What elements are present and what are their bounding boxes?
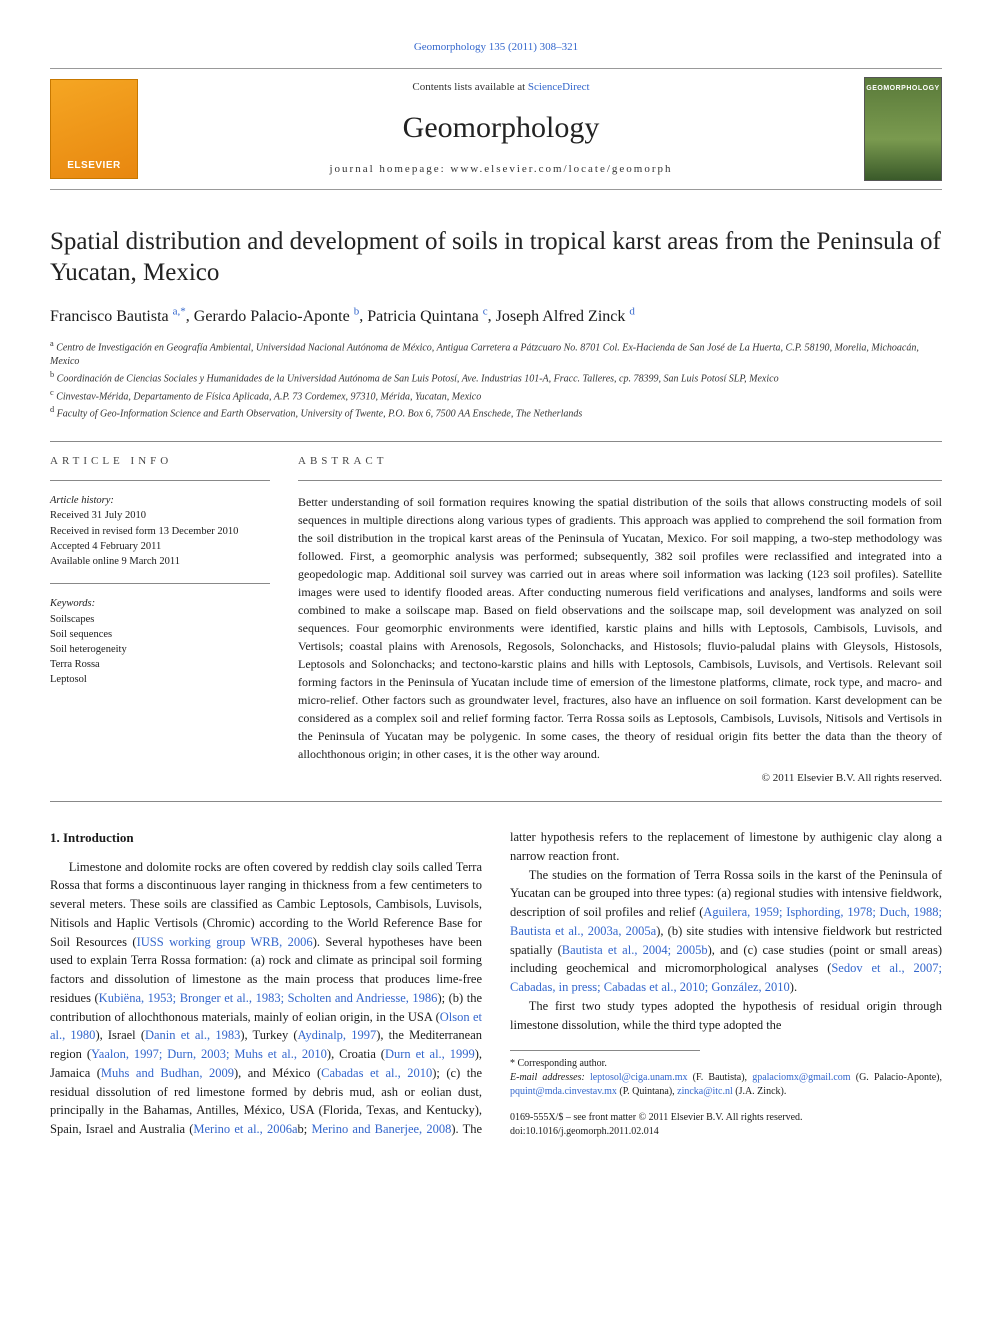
reference-link[interactable]: Cabadas et al., 2010 bbox=[321, 1066, 432, 1080]
keyword: Terra Rossa bbox=[50, 657, 270, 672]
author: Gerardo Palacio-Aponte b bbox=[194, 308, 359, 325]
intro-paragraph-3: The first two study types adopted the hy… bbox=[510, 997, 942, 1035]
affiliation: a Centro de Investigación en Geografía A… bbox=[50, 338, 942, 369]
footnotes: * Corresponding author. E-mail addresses… bbox=[510, 1057, 942, 1099]
section-heading-intro: 1. Introduction bbox=[50, 828, 482, 848]
keyword: Soilscapes bbox=[50, 612, 270, 627]
reference-link[interactable]: Yaalon, 1997; Durn, 2003; Muhs et al., 2… bbox=[91, 1047, 327, 1061]
history-line: Accepted 4 February 2011 bbox=[50, 539, 270, 554]
authors-line: Francisco Bautista a,*, Gerardo Palacio-… bbox=[50, 304, 942, 328]
divider bbox=[50, 583, 270, 584]
keyword: Soil heterogeneity bbox=[50, 642, 270, 657]
divider bbox=[298, 480, 942, 481]
author: Francisco Bautista a,* bbox=[50, 308, 186, 325]
reference-link[interactable]: Kubiëna, 1953; Bronger et al., 1983; Sch… bbox=[99, 991, 438, 1005]
email-link[interactable]: zincka@itc.nl bbox=[677, 1086, 733, 1097]
divider bbox=[50, 441, 942, 442]
reference-link[interactable]: IUSS working group WRB, 2006 bbox=[137, 935, 313, 949]
contents-available: Contents lists available at ScienceDirec… bbox=[150, 80, 852, 96]
body-two-column: 1. Introduction Limestone and dolomite r… bbox=[50, 828, 942, 1139]
sciencedirect-link[interactable]: ScienceDirect bbox=[528, 81, 590, 93]
journal-header: ELSEVIER Contents lists available at Sci… bbox=[50, 68, 942, 190]
footnote-separator bbox=[510, 1050, 700, 1051]
keywords: Keywords: SoilscapesSoil sequencesSoil h… bbox=[50, 596, 270, 687]
email-link[interactable]: leptosol@ciga.unam.mx bbox=[590, 1072, 688, 1083]
keyword: Leptosol bbox=[50, 672, 270, 687]
affiliation: d Faculty of Geo-Information Science and… bbox=[50, 404, 942, 421]
history-line: Received in revised form 13 December 201… bbox=[50, 524, 270, 539]
corresponding-author: * Corresponding author. bbox=[510, 1057, 942, 1071]
affiliation: c Cinvestav-Mérida, Departamento de Físi… bbox=[50, 387, 942, 404]
email-addresses: E-mail addresses: leptosol@ciga.unam.mx … bbox=[510, 1071, 942, 1099]
abstract-text: Better understanding of soil formation r… bbox=[298, 493, 942, 763]
front-matter-meta: 0169-555X/$ – see front matter © 2011 El… bbox=[510, 1111, 942, 1139]
divider bbox=[50, 480, 270, 481]
divider bbox=[50, 801, 942, 802]
copyright: © 2011 Elsevier B.V. All rights reserved… bbox=[298, 771, 942, 787]
email-link[interactable]: pquint@mda.cinvestav.mx bbox=[510, 1086, 617, 1097]
abstract-label: ABSTRACT bbox=[298, 454, 942, 470]
affiliations: a Centro de Investigación en Geografía A… bbox=[50, 338, 942, 421]
publisher-logo: ELSEVIER bbox=[50, 79, 138, 179]
journal-cover-thumbnail: GEOMORPHOLOGY bbox=[864, 77, 942, 181]
reference-link[interactable]: Bautista et al., 2004; 2005b bbox=[562, 943, 708, 957]
intro-paragraph-2: The studies on the formation of Terra Ro… bbox=[510, 866, 942, 997]
reference-link[interactable]: Durn et al., 1999 bbox=[385, 1047, 475, 1061]
article-history: Article history: Received 31 July 2010Re… bbox=[50, 493, 270, 569]
affiliation: b Coordinación de Ciencias Sociales y Hu… bbox=[50, 369, 942, 386]
history-line: Received 31 July 2010 bbox=[50, 508, 270, 523]
email-link[interactable]: gpalaciomx@gmail.com bbox=[752, 1072, 850, 1083]
article-title: Spatial distribution and development of … bbox=[50, 226, 942, 289]
reference-link[interactable]: Merino et al., 2006a bbox=[193, 1122, 297, 1136]
article-info-label: ARTICLE INFO bbox=[50, 454, 270, 470]
keyword: Soil sequences bbox=[50, 627, 270, 642]
author: Joseph Alfred Zinck d bbox=[496, 308, 635, 325]
citation[interactable]: Geomorphology 135 (2011) 308–321 bbox=[50, 40, 942, 56]
journal-name: Geomorphology bbox=[150, 106, 852, 150]
author: Patricia Quintana c bbox=[367, 308, 487, 325]
reference-link[interactable]: Merino and Banerjee, 2008 bbox=[311, 1122, 451, 1136]
history-line: Available online 9 March 2011 bbox=[50, 554, 270, 569]
reference-link[interactable]: Danin et al., 1983 bbox=[145, 1028, 240, 1042]
reference-link[interactable]: Muhs and Budhan, 2009 bbox=[101, 1066, 234, 1080]
reference-link[interactable]: Aydinalp, 1997 bbox=[298, 1028, 377, 1042]
journal-homepage: journal homepage: www.elsevier.com/locat… bbox=[150, 162, 852, 178]
doi: doi:10.1016/j.geomorph.2011.02.014 bbox=[510, 1125, 942, 1139]
